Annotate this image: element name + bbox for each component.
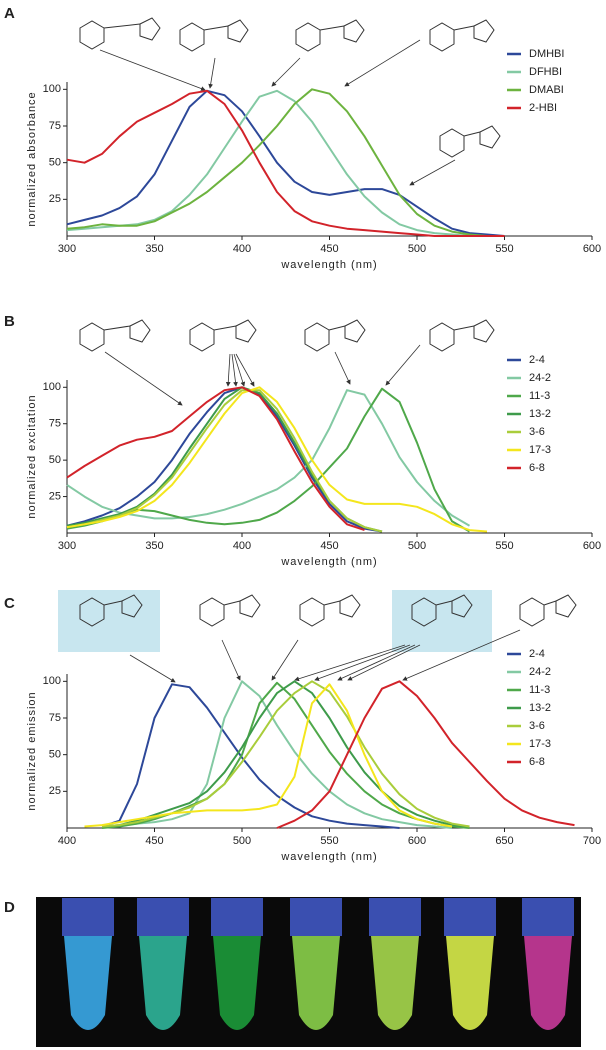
structures (58, 17, 577, 683)
tube-photo (36, 897, 581, 1047)
y-tick-label: 25 (49, 490, 61, 502)
x-tick-label: 400 (233, 540, 251, 552)
tube-cap (211, 898, 263, 936)
y-tick-label: 75 (49, 418, 61, 430)
x-tick-label: 500 (408, 540, 426, 552)
panel-label: B (4, 313, 15, 330)
y-tick-label: 50 (49, 749, 61, 761)
series-line (66, 89, 505, 237)
tube-body (139, 936, 187, 1030)
legend-label: 13-2 (529, 702, 551, 714)
legend-label: 2-HBI (529, 102, 557, 114)
legend-label: 17-3 (529, 444, 551, 456)
panel-label: A (4, 5, 15, 22)
series-line (101, 683, 400, 829)
y-axis-title: normalized absorbance (26, 91, 38, 226)
series-line (66, 387, 471, 533)
x-tick-label: 600 (583, 243, 601, 255)
tube-cap (290, 898, 342, 936)
legend-label: 17-3 (529, 738, 551, 750)
tube-body (524, 936, 572, 1030)
panel-label: D (4, 899, 15, 916)
series-line (66, 386, 365, 532)
x-axis-title: wavelength (nm) (280, 259, 377, 271)
legend-label: 24-2 (529, 666, 551, 678)
x-tick-label: 300 (58, 540, 76, 552)
legend-label: 3-6 (529, 720, 545, 732)
series-line (66, 389, 471, 527)
tube-cap (137, 898, 189, 936)
y-tick-label: 75 (49, 120, 61, 132)
tube-cap (444, 898, 496, 936)
x-tick-label: 500 (408, 243, 426, 255)
legend-label: 6-8 (529, 756, 545, 768)
x-tick-label: 550 (495, 243, 513, 255)
x-tick-label: 650 (495, 835, 513, 847)
y-tick-label: 25 (49, 785, 61, 797)
x-tick-label: 350 (145, 243, 163, 255)
legend-label: DMHBI (529, 48, 564, 60)
series-line (66, 89, 505, 237)
x-tick-label: 450 (320, 540, 338, 552)
x-axis-title: wavelength (nm) (280, 556, 377, 568)
legend-label: DFHBI (529, 66, 562, 78)
y-tick-label: 50 (49, 454, 61, 466)
legend-label: 11-3 (529, 390, 550, 402)
x-tick-label: 600 (408, 835, 426, 847)
y-tick-label: 75 (49, 712, 61, 724)
series-line (84, 683, 453, 828)
y-tick-label: 100 (43, 675, 61, 687)
x-tick-label: 450 (145, 835, 163, 847)
x-tick-label: 400 (233, 243, 251, 255)
tube-body (292, 936, 340, 1030)
legend-label: DMABI (529, 84, 564, 96)
legend-label: 3-6 (529, 426, 545, 438)
series-line (66, 386, 488, 533)
legend-label: 2-4 (529, 648, 545, 660)
legend-label: 6-8 (529, 462, 545, 474)
legend-label: 11-3 (529, 684, 550, 696)
panel-label: C (4, 595, 15, 612)
legend-label: 24-2 (529, 372, 551, 384)
series-line (276, 680, 575, 829)
y-axis-title: normalized excitation (26, 394, 38, 518)
tube-body (213, 936, 261, 1030)
x-tick-label: 400 (58, 835, 76, 847)
y-tick-label: 25 (49, 193, 61, 205)
x-tick-label: 550 (495, 540, 513, 552)
x-tick-label: 350 (145, 540, 163, 552)
y-tick-label: 100 (43, 381, 61, 393)
y-axis-title: normalized emission (26, 691, 38, 810)
x-tick-label: 550 (320, 835, 338, 847)
series-line (101, 680, 470, 828)
tube-cap (522, 898, 574, 936)
tube-body (446, 936, 494, 1030)
series-line (101, 680, 470, 828)
y-tick-label: 50 (49, 157, 61, 169)
tube-cap (62, 898, 114, 936)
tube-body (64, 936, 112, 1030)
legend-label: 2-4 (529, 354, 545, 366)
tube-body (371, 936, 419, 1030)
legend-label: 13-2 (529, 408, 551, 420)
x-tick-label: 300 (58, 243, 76, 255)
series-line (119, 680, 453, 829)
x-tick-label: 600 (583, 540, 601, 552)
x-tick-label: 700 (583, 835, 601, 847)
series-line (66, 389, 383, 533)
x-tick-label: 450 (320, 243, 338, 255)
y-tick-label: 100 (43, 83, 61, 95)
series-line (66, 89, 505, 237)
x-tick-label: 500 (233, 835, 251, 847)
tube-cap (369, 898, 421, 936)
series-line (66, 88, 505, 237)
series-line (66, 386, 383, 533)
x-axis-title: wavelength (nm) (280, 851, 377, 863)
